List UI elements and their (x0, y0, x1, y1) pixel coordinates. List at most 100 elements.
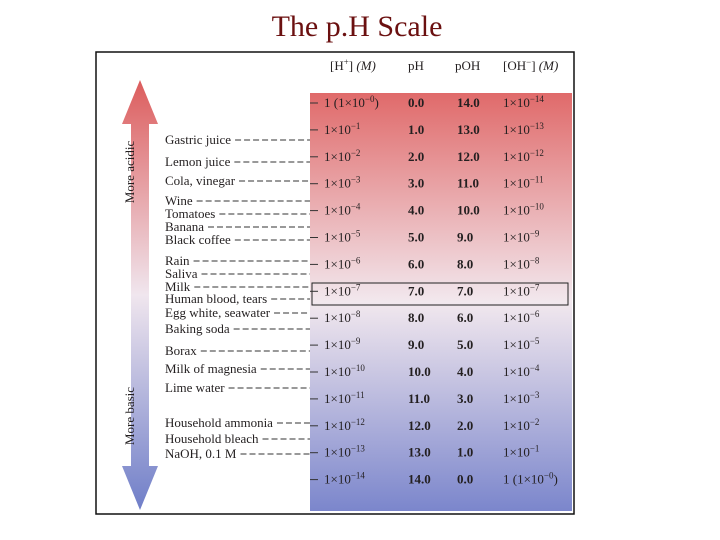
text-part: −14 (530, 94, 545, 104)
text-part: −1 (351, 121, 361, 131)
column-header: pH (408, 58, 424, 73)
h-concentration: 1×10−1 (324, 121, 360, 137)
text-part: 1×10 (503, 122, 530, 137)
text-part: + (344, 57, 349, 67)
h-concentration: 1×10−7 (324, 282, 361, 298)
substance: Lime water (165, 380, 225, 395)
text-part: −4 (351, 202, 361, 212)
text-part: 1×10 (324, 176, 351, 191)
substance: Tomatoes (165, 206, 215, 221)
text-part: 1×10 (324, 337, 351, 352)
oh-concentration: 1×10−10 (503, 202, 544, 218)
poh-value: 5.0 (457, 337, 473, 352)
h-concentration: 1 (1×10−0) (324, 94, 379, 110)
oh-concentration: 1×10−9 (503, 229, 540, 245)
text-part: −14 (351, 471, 366, 481)
text-part: ) (554, 472, 558, 487)
substance: Cola, vinegar (165, 173, 236, 188)
ph-value: 1.0 (408, 122, 424, 137)
text-part: − (526, 57, 531, 67)
substance: Baking soda (165, 321, 230, 336)
substance: Rain (165, 253, 190, 268)
h-concentration: 1×10−14 (324, 471, 365, 487)
text-part: 1×10 (503, 445, 530, 460)
poh-value: 13.0 (457, 122, 480, 137)
h-concentration: 1×10−6 (324, 255, 361, 271)
ph-value: 5.0 (408, 230, 424, 245)
poh-value: 14.0 (457, 95, 480, 110)
ph-value: 13.0 (408, 445, 431, 460)
substance: Saliva (165, 266, 198, 281)
h-concentration: 1×10−11 (324, 390, 365, 406)
substance: Banana (165, 219, 204, 234)
text-part: −6 (351, 255, 361, 265)
text-part: 1×10 (503, 337, 530, 352)
text-part: −12 (351, 417, 365, 427)
text-part: −3 (530, 390, 540, 400)
poh-value: 12.0 (457, 149, 480, 164)
text-part: 1×10 (324, 472, 351, 487)
poh-value: 10.0 (457, 203, 480, 218)
ph-value: 3.0 (408, 176, 424, 191)
text-part: −2 (530, 417, 540, 427)
scale-column (310, 93, 572, 511)
text-part: −13 (351, 444, 366, 454)
text-part: 1×10 (324, 445, 351, 460)
substance: Milk of magnesia (165, 361, 257, 376)
ph-value: 4.0 (408, 203, 424, 218)
substance: Black coffee (165, 232, 231, 247)
poh-value: 6.0 (457, 310, 473, 325)
text-part: 1×10 (503, 176, 530, 191)
text-part: −6 (530, 309, 540, 319)
text-part: −7 (351, 282, 361, 292)
text-part: [OH (503, 58, 526, 73)
oh-concentration: 1×10−11 (503, 175, 544, 191)
substance: Household ammonia (165, 415, 273, 430)
oh-concentration: 1×10−5 (503, 336, 540, 352)
text-part: 1×10 (324, 418, 351, 433)
text-part: 1×10 (324, 122, 351, 137)
ph-value: 7.0 (408, 283, 424, 298)
substance: Milk (165, 279, 191, 294)
text-part: 1×10 (324, 203, 351, 218)
text-part: ) (375, 95, 379, 110)
text-part: −3 (351, 175, 361, 185)
substance: Human blood, tears (165, 291, 267, 306)
text-part: 1×10 (503, 149, 530, 164)
text-part: −1 (530, 444, 540, 454)
text-part: ] (531, 58, 539, 73)
text-part: −8 (351, 309, 361, 319)
text-part: 1×10 (324, 364, 351, 379)
text-part: −10 (351, 363, 366, 373)
h-concentration: 1×10−2 (324, 148, 360, 164)
substance: NaOH, 0.1 M (165, 446, 237, 461)
column-header: pOH (455, 58, 480, 73)
ph-value: 9.0 (408, 337, 424, 352)
text-part: −0 (365, 94, 375, 104)
text-part: ] (349, 58, 357, 73)
text-part: 1×10 (503, 256, 530, 271)
ph-value: 8.0 (408, 310, 424, 325)
text-part: −11 (530, 175, 544, 185)
substance: Wine (165, 193, 193, 208)
poh-value: 4.0 (457, 364, 473, 379)
text-part: 1×10 (503, 364, 530, 379)
text-part: −4 (530, 363, 540, 373)
oh-concentration: 1×10−8 (503, 255, 540, 271)
h-concentration: 1×10−3 (324, 175, 361, 191)
oh-concentration: 1×10−3 (503, 390, 540, 406)
text-part: 1 (1×10 (503, 472, 544, 487)
text-part: 1×10 (503, 391, 530, 406)
text-part: −0 (544, 471, 554, 481)
ph-value: 11.0 (408, 391, 430, 406)
oh-concentration: 1×10−7 (503, 282, 540, 298)
text-part: [H (330, 58, 344, 73)
substance: Household bleach (165, 431, 259, 446)
oh-concentration: 1×10−13 (503, 121, 544, 137)
h-concentration: 1×10−12 (324, 417, 365, 433)
text-part: −9 (530, 229, 540, 239)
ph-value: 14.0 (408, 472, 431, 487)
h-concentration: 1×10−9 (324, 336, 361, 352)
poh-value: 8.0 (457, 256, 473, 271)
text-part: 1 (1×10 (324, 95, 365, 110)
